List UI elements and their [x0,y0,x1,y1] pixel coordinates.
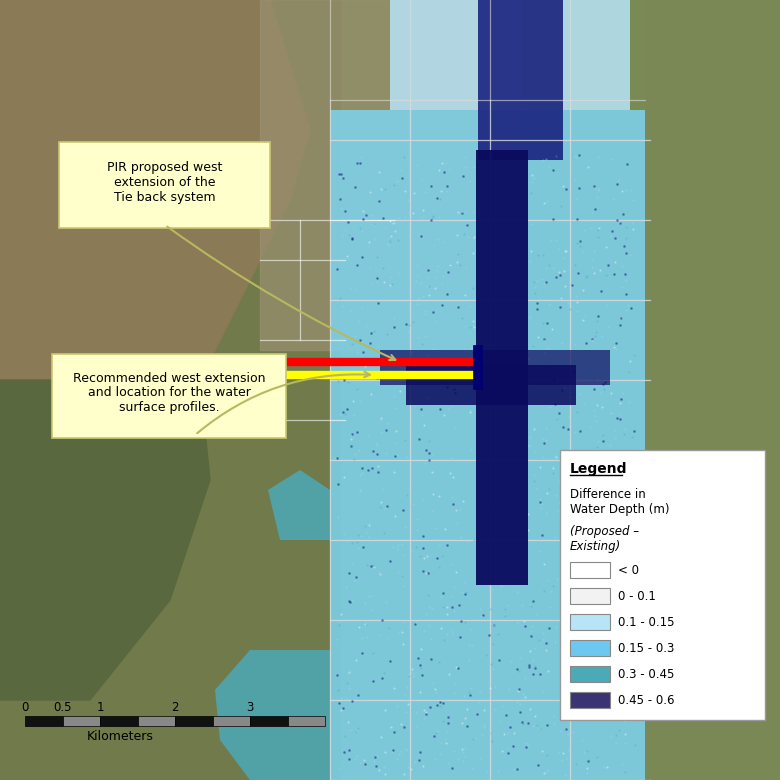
Bar [390,0,630,110]
Bar [478,0,563,160]
Text: 2: 2 [172,701,179,714]
Polygon shape [406,365,576,405]
Bar [330,110,645,780]
Polygon shape [380,350,610,385]
Text: 0 - 0.1: 0 - 0.1 [618,590,656,602]
Bar [260,0,520,350]
Bar [0,0,340,780]
Bar [570,614,610,630]
Text: 1: 1 [96,701,104,714]
Bar [570,692,610,708]
Polygon shape [0,0,310,380]
Bar [250,716,288,726]
Text: 0.5: 0.5 [53,701,72,714]
Polygon shape [215,650,330,780]
Text: 0: 0 [21,701,29,714]
Bar [25,716,62,726]
Text: PIR proposed west
extension of the
Tie back system: PIR proposed west extension of the Tie b… [107,161,222,204]
Text: 3: 3 [246,701,254,714]
Text: 0.15 - 0.3: 0.15 - 0.3 [618,641,675,654]
Bar [212,716,250,726]
Bar [137,716,175,726]
Polygon shape [268,470,330,540]
Text: 0.1 - 0.15: 0.1 - 0.15 [618,615,675,629]
Bar [560,450,765,720]
Text: Recommended west extension
and location for the water
surface profiles.: Recommended west extension and location … [73,371,265,414]
Text: Difference in: Difference in [570,488,646,501]
Bar [288,716,325,726]
Text: 0.3 - 0.45: 0.3 - 0.45 [618,668,675,680]
Text: Kilometers: Kilometers [87,730,154,743]
Bar [645,0,780,780]
Bar [570,588,610,604]
Polygon shape [0,380,210,700]
Text: Existing): Existing) [570,540,621,553]
Text: Water Depth (m): Water Depth (m) [570,503,669,516]
Text: (Proposed –: (Proposed – [570,525,639,538]
Bar [100,716,137,726]
Bar [62,716,100,726]
FancyBboxPatch shape [52,354,286,438]
Bar [175,716,212,726]
FancyBboxPatch shape [59,142,270,228]
Bar [476,150,528,585]
Text: < 0: < 0 [618,563,639,576]
Bar [570,640,610,656]
Text: 0.45 - 0.6: 0.45 - 0.6 [618,693,675,707]
Bar [570,666,610,682]
Bar [570,562,610,578]
Text: Legend: Legend [570,462,627,476]
